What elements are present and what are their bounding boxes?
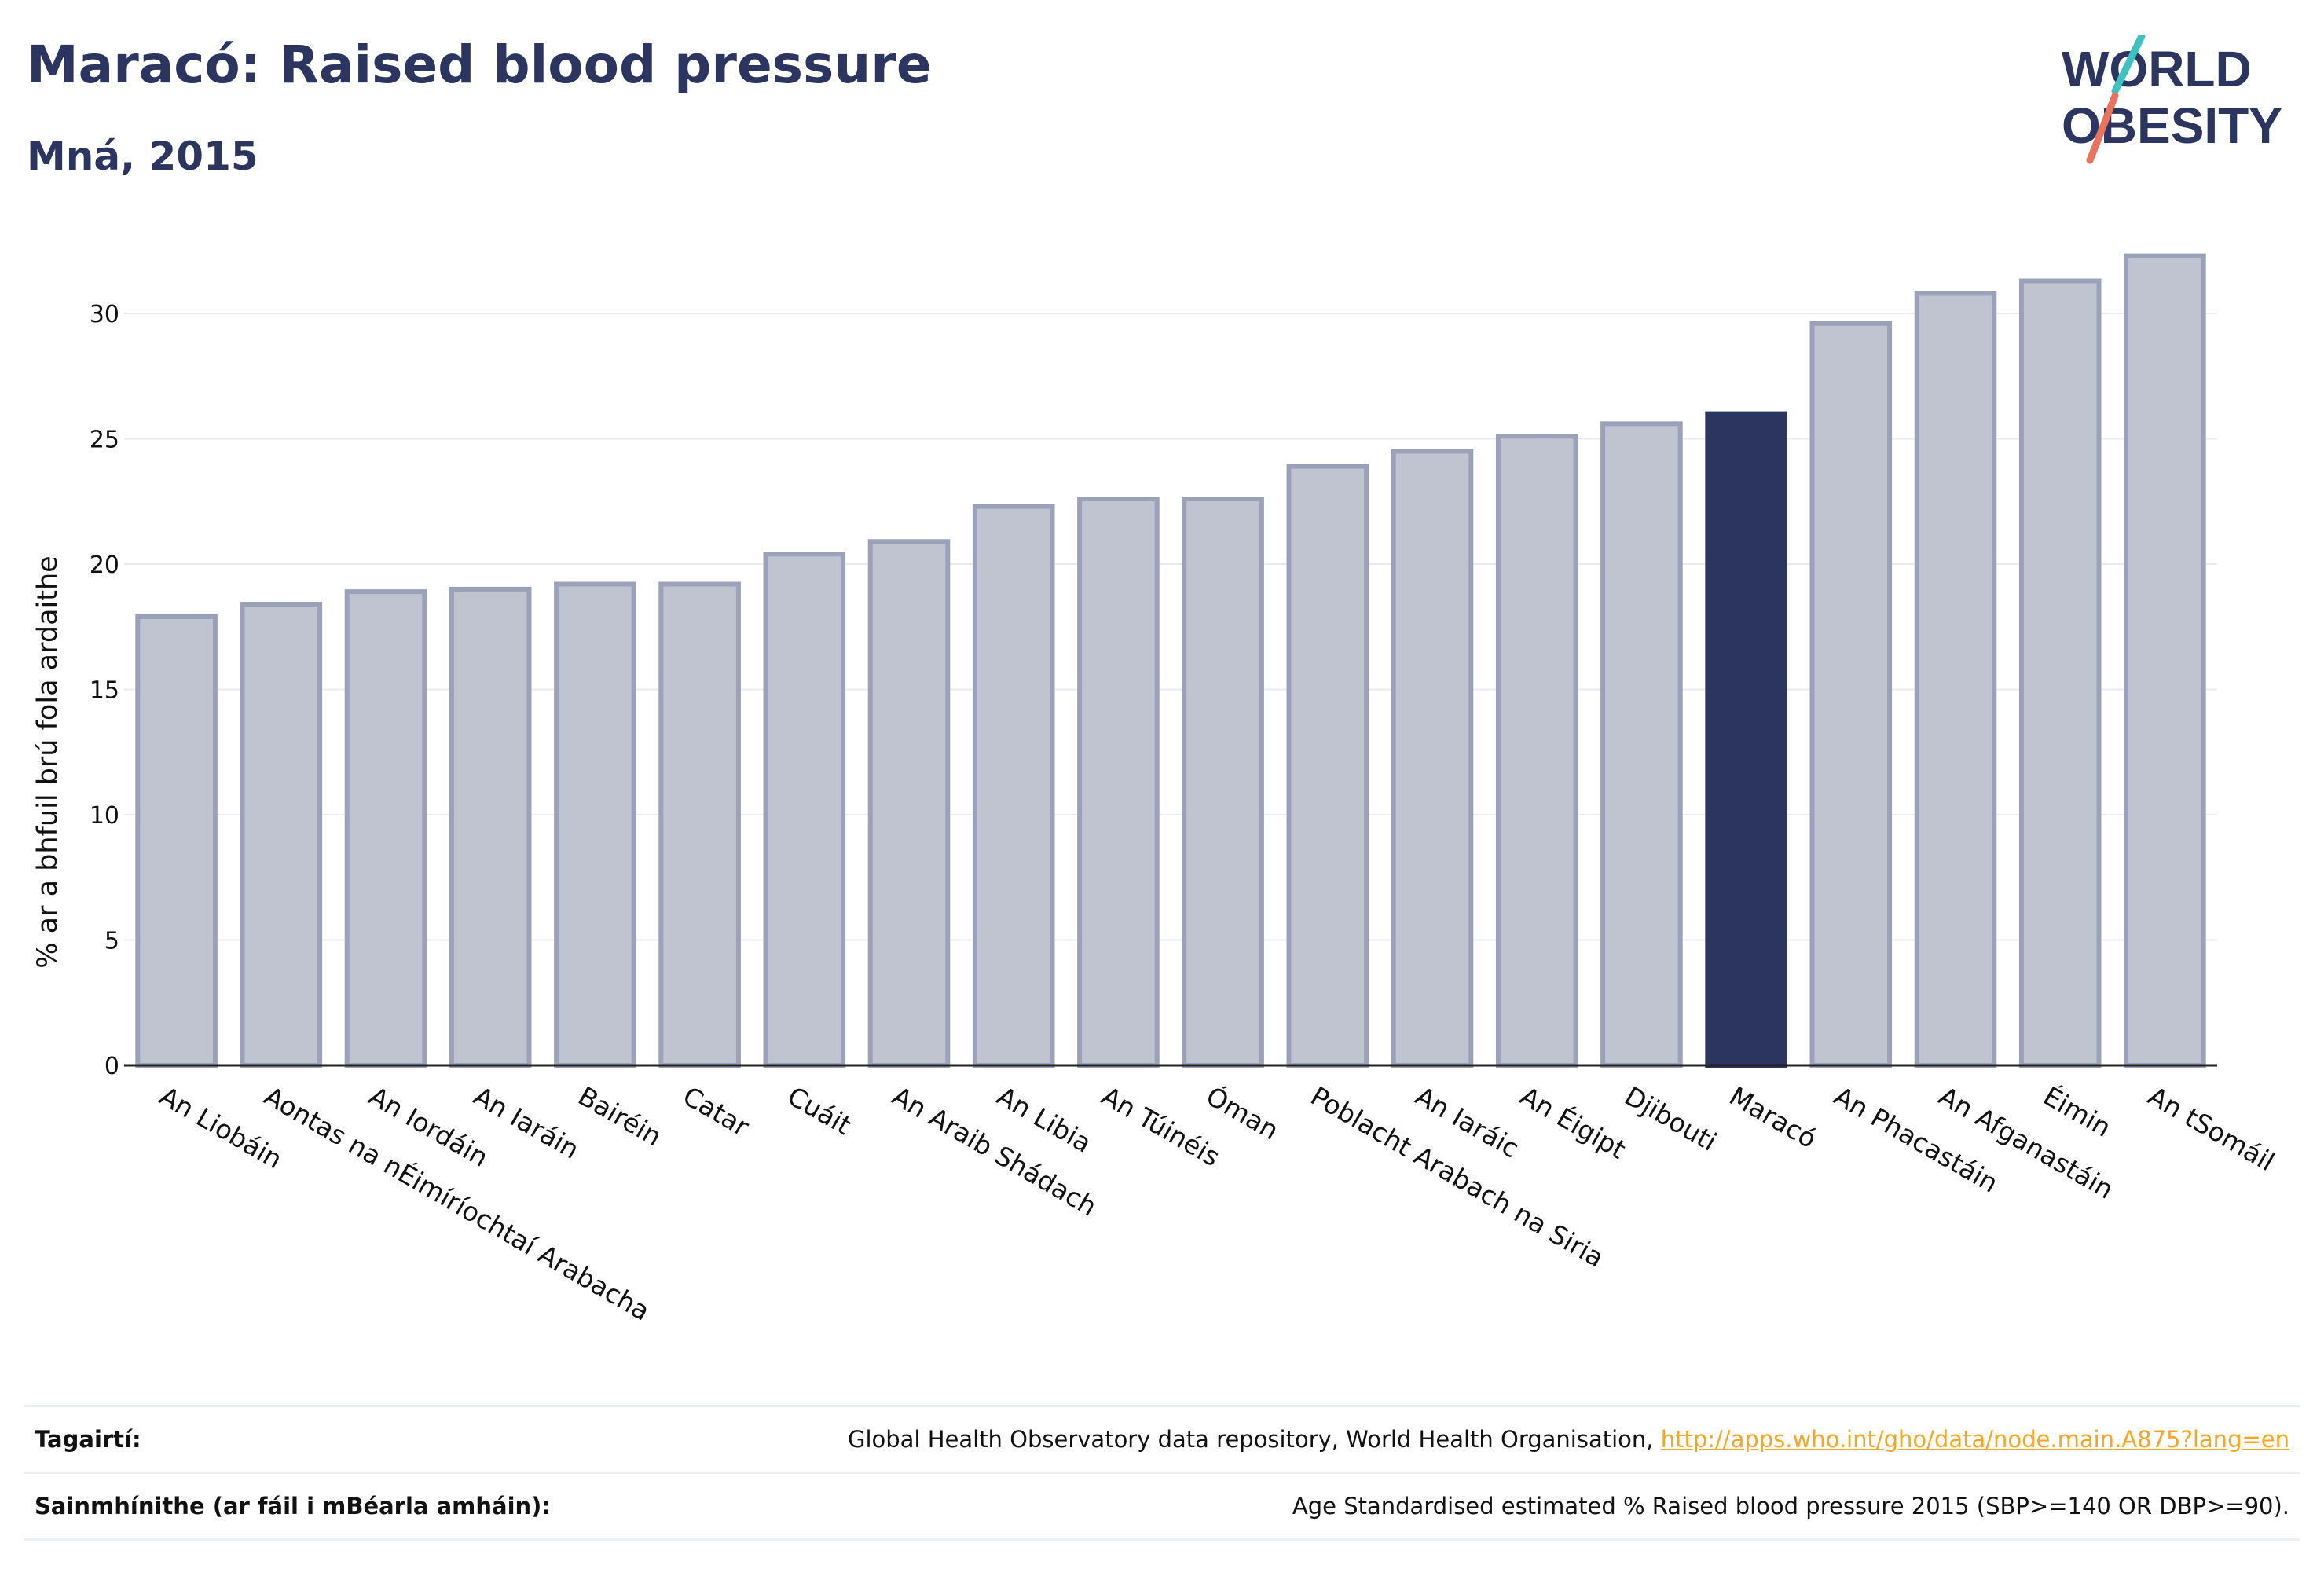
y-tick-label: 20 <box>90 552 119 579</box>
bar <box>2018 278 2102 1068</box>
bar <box>1705 411 1787 1068</box>
world-obesity-logo: WORLD OBESITY <box>2062 35 2282 164</box>
x-tick-label: Cuáit <box>783 1080 856 1141</box>
footer-table: Tagairtí: Global Health Observatory data… <box>24 1405 2300 1541</box>
x-tick-label: Maracó <box>1725 1080 1822 1154</box>
references-row: Tagairtí: Global Health Observatory data… <box>24 1405 2300 1472</box>
bar <box>554 581 636 1068</box>
definitions-value: Age Standardised estimated % Raised bloo… <box>1292 1493 2289 1519</box>
x-tick-label: An Afganastáin <box>1934 1080 2119 1205</box>
definitions-row: Sainmhínithe (ar fáil i mBéarla amháin):… <box>24 1472 2300 1541</box>
x-tick-label: Catar <box>678 1080 755 1142</box>
bar <box>2124 253 2206 1068</box>
bar <box>1391 449 1474 1068</box>
bar <box>658 581 741 1068</box>
bar <box>1286 464 1369 1068</box>
bar <box>135 614 218 1068</box>
bar <box>240 602 323 1068</box>
x-tick-label: An Éigipt <box>1515 1079 1631 1165</box>
bar <box>449 586 532 1068</box>
bar <box>867 539 951 1068</box>
bar <box>972 504 1055 1068</box>
bars <box>135 253 2206 1068</box>
svg-text:WORLD: WORLD <box>2062 41 2252 97</box>
y-tick-label: 15 <box>90 677 119 705</box>
bar <box>1809 321 1893 1068</box>
bar <box>344 589 427 1068</box>
bar <box>763 552 846 1068</box>
bar <box>1077 497 1160 1068</box>
chart-subtitle: Mná, 2015 <box>27 134 258 179</box>
y-tick-label: 30 <box>90 301 119 328</box>
y-tick-label: 10 <box>90 802 119 830</box>
x-tick-label: Éimin <box>2038 1079 2117 1143</box>
y-axis-ticks: 0 5 10 15 20 25 30 <box>90 301 119 1080</box>
references-text: Global Health Observatory data repositor… <box>847 1426 1661 1453</box>
x-tick-label: Bairéin <box>573 1080 666 1152</box>
y-tick-label: 0 <box>104 1053 119 1080</box>
y-tick-label: 5 <box>104 928 119 955</box>
y-axis-label: % ar a bhfuil brú fola ardaithe <box>32 555 64 968</box>
definitions-label: Sainmhínithe (ar fáil i mBéarla amháin): <box>35 1493 552 1519</box>
references-value: Global Health Observatory data repositor… <box>848 1426 2300 1453</box>
bar <box>1914 291 1997 1068</box>
chart-title: Maracó: Raised blood pressure <box>27 35 932 95</box>
bar <box>1495 434 1578 1068</box>
x-tick-label: Óman <box>1201 1079 1285 1145</box>
references-label: Tagairtí: <box>35 1426 141 1453</box>
bar <box>1182 497 1264 1068</box>
x-tick-label: Djibouti <box>1619 1080 1721 1157</box>
references-link[interactable]: http://apps.who.int/gho/data/node.main.A… <box>1660 1426 2289 1453</box>
x-tick-label: An Túinéis <box>1096 1080 1225 1172</box>
x-tick-label: An tSomáil <box>2143 1080 2279 1177</box>
grid-lines <box>124 313 2217 941</box>
bar <box>1600 421 1683 1068</box>
y-tick-label: 25 <box>90 427 119 454</box>
